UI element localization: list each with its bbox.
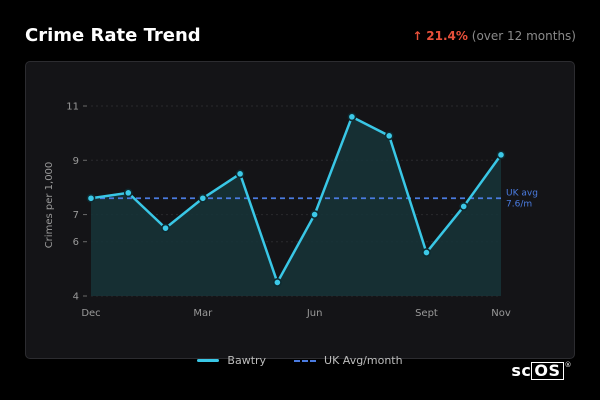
y-tick-label-4: 11 <box>66 102 79 113</box>
data-point-8[interactable] <box>384 131 394 141</box>
change-note: (over 12 months) <box>471 29 576 43</box>
legend-label: Bawtry <box>227 354 267 367</box>
page-title: Crime Rate Trend <box>25 25 201 46</box>
data-point-10[interactable] <box>459 202 469 211</box>
data-point-2[interactable] <box>161 223 170 233</box>
x-tick-label-1: Mar <box>193 308 213 319</box>
x-tick-label-2: Jun <box>306 308 323 319</box>
change-summary: ↑ 21.4% (over 12 months) <box>412 29 576 43</box>
y-axis-ticks: 4 6 7 9 11 <box>66 102 87 303</box>
series-line-bawtry <box>90 115 503 284</box>
data-point-7[interactable] <box>347 112 357 122</box>
legend: Bawtry UK Avg/month <box>0 354 600 367</box>
legend-item-bawtry[interactable]: Bawtry <box>197 354 266 367</box>
x-axis-ticks: Dec Mar Jun Sept Nov <box>81 308 511 319</box>
legend-item-uk-average[interactable]: UK Avg/month <box>294 354 403 367</box>
change-value: 21.4% <box>426 29 468 43</box>
data-point-1[interactable] <box>123 188 133 198</box>
x-tick-label-4: Nov <box>491 308 511 319</box>
data-point-6[interactable] <box>310 210 320 219</box>
y-tick-label-2: 7 <box>73 210 79 221</box>
data-point-3[interactable] <box>198 193 208 203</box>
trend-up-icon: ↑ <box>412 29 423 43</box>
legend-swatch-solid <box>197 359 220 362</box>
x-tick-label-3: Sept <box>415 308 438 319</box>
y-tick-label-3: 9 <box>73 156 79 167</box>
data-point-4[interactable] <box>235 169 245 179</box>
data-point-9[interactable] <box>422 248 431 257</box>
series-area <box>91 116 501 296</box>
legend-swatch-dashed <box>294 359 317 362</box>
y-axis-label: Crimes per 1,000 <box>44 162 55 249</box>
uk-average-label: UK avg <box>506 188 538 198</box>
data-point-5[interactable] <box>272 278 282 287</box>
uk-average-value-label: 7.6/m <box>506 199 532 209</box>
data-points <box>86 112 506 287</box>
x-tick-label-0: Dec <box>81 308 100 319</box>
y-tick-label-1: 6 <box>73 237 79 248</box>
data-point-0[interactable] <box>86 193 96 203</box>
data-point-11[interactable] <box>496 150 506 160</box>
brand-logo: sc OS ® <box>511 361 572 380</box>
legend-label: UK Avg/month <box>324 354 403 367</box>
y-tick-label-0: 4 <box>73 292 79 303</box>
